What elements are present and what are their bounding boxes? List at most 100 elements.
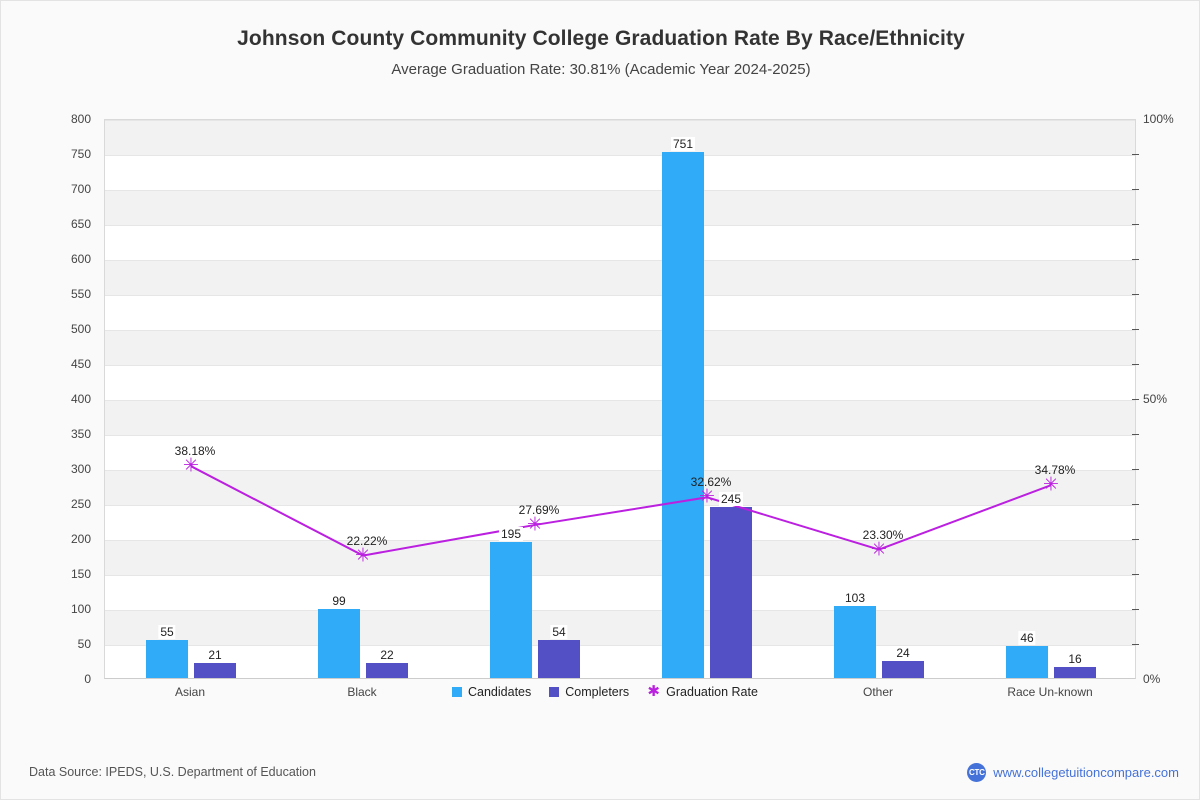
plot-area: ✳ ✳ ✳ ✳ ✳ ✳ 55 21 99 22 195 54 751 245 103 24 46 16 38.1… (104, 119, 1136, 679)
y-axis-right-tick-mark (1132, 504, 1139, 505)
legend-item-completers[interactable]: Completers (549, 685, 629, 699)
background-band (105, 330, 1135, 365)
x-axis-tick-label: Black (347, 685, 377, 699)
gridline (105, 190, 1135, 191)
y-axis-tick-label: 600 (70, 252, 91, 266)
y-axis-right-tick-label: 0% (1143, 672, 1161, 686)
y-axis-tick-label: 500 (70, 322, 91, 336)
y-axis-right-tick-mark (1132, 189, 1139, 190)
gridline (105, 435, 1135, 436)
y-axis-right-tick-mark (1132, 574, 1139, 575)
rate-value-label: 34.78% (1034, 463, 1076, 478)
bar-value-label: 21 (206, 648, 224, 663)
gridline (105, 120, 1135, 121)
y-axis-right-tick-mark (1132, 399, 1139, 400)
brand-footer[interactable]: CTC www.collegetuitioncompare.com (967, 763, 1179, 782)
y-axis-right-tick-mark (1132, 329, 1139, 330)
bar-completers (194, 663, 236, 678)
y-axis-tick-label: 350 (70, 427, 91, 441)
y-axis-right-tick-mark (1132, 259, 1139, 260)
y-axis-right-tick-mark (1132, 294, 1139, 295)
gridline (105, 400, 1135, 401)
gridline (105, 645, 1135, 646)
y-axis-tick-label: 750 (70, 147, 91, 161)
gridline (105, 470, 1135, 471)
y-axis-right-tick-mark (1132, 154, 1139, 155)
gridline (105, 225, 1135, 226)
asterisk-icon: ✳ (355, 545, 371, 567)
gridline (105, 575, 1135, 576)
asterisk-icon: ✳ (699, 486, 715, 508)
asterisk-icon: ✳ (871, 539, 887, 561)
chart-subtitle: Average Graduation Rate: 30.81% (Academi… (391, 61, 811, 78)
bar-candidates (834, 605, 876, 678)
gridline (105, 365, 1135, 366)
bar-completers (366, 662, 408, 678)
y-axis-right-tick-mark (1132, 539, 1139, 540)
bar-completers (1054, 666, 1096, 678)
background-band (105, 190, 1135, 225)
y-axis-tick-label: 800 (70, 112, 91, 126)
gridline (105, 540, 1135, 541)
bar-value-label: 55 (158, 624, 176, 639)
brand-url-link[interactable]: www.collegetuitioncompare.com (993, 765, 1179, 780)
bar-completers (538, 640, 580, 678)
rate-polyline (190, 465, 1052, 557)
bar-completers (710, 506, 752, 678)
legend-item-label: Graduation Rate (666, 685, 758, 699)
rate-value-label: 23.30% (862, 527, 904, 542)
bar-candidates (490, 541, 532, 678)
gridline (105, 155, 1135, 156)
y-axis-right-tick-mark (1132, 469, 1139, 470)
rate-value-label: 22.22% (346, 533, 388, 548)
background-band (105, 470, 1135, 505)
x-axis-tick-label: Asian (174, 685, 206, 699)
y-axis-tick-label: 0 (84, 672, 91, 686)
y-axis-tick-label: 250 (70, 497, 91, 511)
asterisk-icon: ✳ (1043, 474, 1059, 496)
y-axis-right-tick-label: 100% (1143, 112, 1174, 126)
y-axis-tick-label: 550 (70, 287, 91, 301)
page-title: Johnson County Community College Graduat… (237, 27, 965, 50)
bar-candidates (318, 608, 360, 678)
data-source-text: Data Source: IPEDS, U.S. Department of E… (29, 765, 316, 779)
y-axis-right-tick-mark (1132, 609, 1139, 610)
gridline (105, 295, 1135, 296)
x-axis-tick-label: Race Un-known (1007, 685, 1093, 699)
asterisk-icon: ✳ (527, 514, 543, 536)
bar-value-label: 245 (718, 491, 744, 506)
bar-value-label: 16 (1066, 651, 1084, 666)
gridline (105, 505, 1135, 506)
background-band (105, 260, 1135, 295)
bar-value-label: 751 (670, 137, 696, 152)
bar-value-label: 99 (330, 593, 348, 608)
y-axis-tick-label: 650 (70, 217, 91, 231)
y-axis-right-tick-mark (1132, 364, 1139, 365)
y-axis-right-tick-label: 50% (1143, 392, 1168, 406)
ctc-logo-icon: CTC (967, 763, 987, 782)
background-band (105, 120, 1135, 155)
y-axis-tick-label: 150 (70, 567, 91, 581)
asterisk-icon: ✱ (647, 682, 660, 700)
y-axis-tick-label: 450 (70, 357, 91, 371)
bar-value-label: 22 (378, 647, 396, 662)
bar-value-label: 24 (894, 646, 912, 661)
y-axis-tick-label: 700 (70, 182, 91, 196)
y-axis-right-tick-mark (1132, 434, 1139, 435)
asterisk-icon: ✳ (183, 455, 199, 477)
y-axis-right-tick-mark (1132, 224, 1139, 225)
legend-item-label: Completers (565, 685, 630, 699)
bar-candidates (146, 639, 188, 678)
legend-item-graduation-rate[interactable]: ✱ Graduation Rate (647, 682, 758, 700)
graduation-rate-line (190, 465, 1052, 557)
y-axis-tick-label: 200 (70, 532, 91, 546)
chart-legend[interactable]: Candidates Completers ✱ Graduation Rate (448, 682, 762, 702)
y-axis-tick-label: 400 (70, 392, 91, 406)
rate-value-label: 38.18% (174, 444, 216, 459)
gridline (105, 330, 1135, 331)
bar-value-label: 54 (550, 625, 568, 640)
rate-value-label: 32.62% (690, 475, 732, 490)
bar-completers (882, 661, 924, 678)
y-axis-tick-label: 300 (70, 462, 91, 476)
legend-item-candidates[interactable]: Candidates (452, 685, 531, 699)
